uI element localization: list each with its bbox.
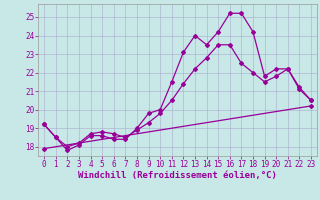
X-axis label: Windchill (Refroidissement éolien,°C): Windchill (Refroidissement éolien,°C) xyxy=(78,171,277,180)
